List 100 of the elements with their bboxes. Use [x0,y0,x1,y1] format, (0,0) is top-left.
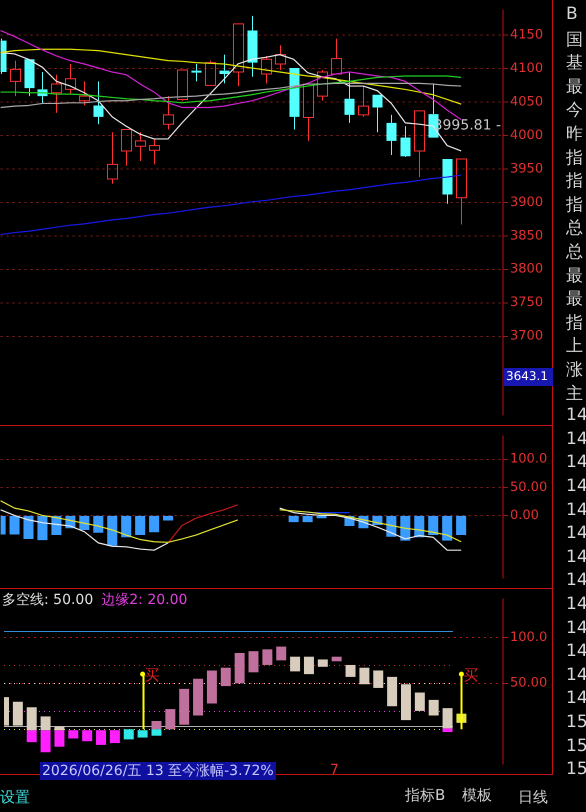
bar [151,729,162,736]
text: 指标B [405,786,446,805]
y-tick-label: 3900 [510,194,544,210]
candlestick [134,132,146,162]
text: 基 [566,52,583,74]
bar [151,721,162,730]
bar [373,670,384,688]
data-label: 买 [144,666,160,684]
text: 最 [566,264,583,287]
bar [12,702,23,726]
candlestick [162,96,174,130]
bar [346,664,356,677]
text: 设置 [0,788,30,807]
y-tick-label: 3700 [510,328,544,344]
bar [193,678,204,716]
text: B [566,4,578,24]
candlestick [10,60,22,97]
text: 主 [566,382,583,405]
text: 昨 [566,123,583,145]
candlestick [219,54,230,84]
candlestick [456,158,468,226]
bar [262,649,272,665]
candlestick [289,68,300,130]
bar [96,730,106,745]
text: 15 [566,712,586,732]
bar [40,716,51,730]
candlestick [50,74,62,114]
annotation: 2026/06/26/五 13 至今涨幅-3.72% [40,762,276,780]
text: 指 [566,170,583,192]
candlestick [386,114,397,156]
bar [206,670,217,704]
candlestick [302,84,314,142]
bar [400,684,411,720]
candlestick [330,38,342,75]
candlestick [148,138,160,165]
candlestick [93,80,104,125]
y-tick-label: 3950 [510,161,544,176]
text: 日线 [518,788,548,807]
bar [54,730,64,747]
candlestick [414,110,426,178]
text: 最 [566,288,583,310]
bar [220,668,231,686]
bar [110,730,120,744]
text: 15 [566,759,586,780]
bar [138,730,148,738]
bar [414,692,425,711]
candlestick [106,132,118,184]
y-tick-label: 3750 [510,295,544,310]
bar [276,646,286,660]
y-tick-label: 0.00 [510,508,539,523]
bar [318,659,328,667]
bar [234,653,245,684]
bar [428,700,439,716]
bar [248,651,258,672]
y-tick-label: 50.00 [510,480,548,495]
candlestick [344,72,355,124]
candlestick [120,129,132,166]
bar [124,729,134,740]
text: 国 [566,28,583,51]
text: 总 [566,217,583,240]
annotation: 7 [330,762,339,778]
candlestick [191,63,202,82]
candlestick [78,80,90,106]
text: 指 [566,146,583,169]
y-tick-label: 4000 [510,128,544,143]
bar [359,668,370,684]
ref-line-label: 多空线: 50.00 [2,592,94,608]
y-tick-label: 100.0 [510,452,548,467]
bar [40,730,51,752]
y-tick-label: 3800 [510,262,544,277]
bar [290,656,300,672]
candlestick [247,15,258,78]
bar [26,730,37,742]
bar [68,730,78,738]
y-tick-label: 4050 [510,94,544,110]
y-tick-label: 4150 [510,28,544,43]
bar [304,656,314,674]
text: 上 [566,335,583,358]
ref-line-label: 边缘2: 20.00 [101,592,188,608]
bar [332,656,342,662]
y-tick-label: 3850 [510,228,544,244]
y-tick-label: 50.00 [510,676,548,691]
candlestick [372,94,383,133]
candlestick [64,63,76,95]
bar [82,730,92,742]
text: 指 [566,312,583,334]
text: 涨 [566,359,583,381]
bar [165,709,176,730]
text: 模板 [462,786,492,805]
bar [54,726,64,730]
bar [387,676,398,706]
text: 3643.1 [506,369,548,384]
text: 今 [566,99,583,122]
text: 指 [566,194,583,216]
candlestick [400,126,411,156]
candlestick [274,44,286,71]
text: 总 [566,241,583,263]
bar [442,728,453,732]
text: 15 [566,736,586,756]
y-tick-label: 4100 [510,61,544,76]
